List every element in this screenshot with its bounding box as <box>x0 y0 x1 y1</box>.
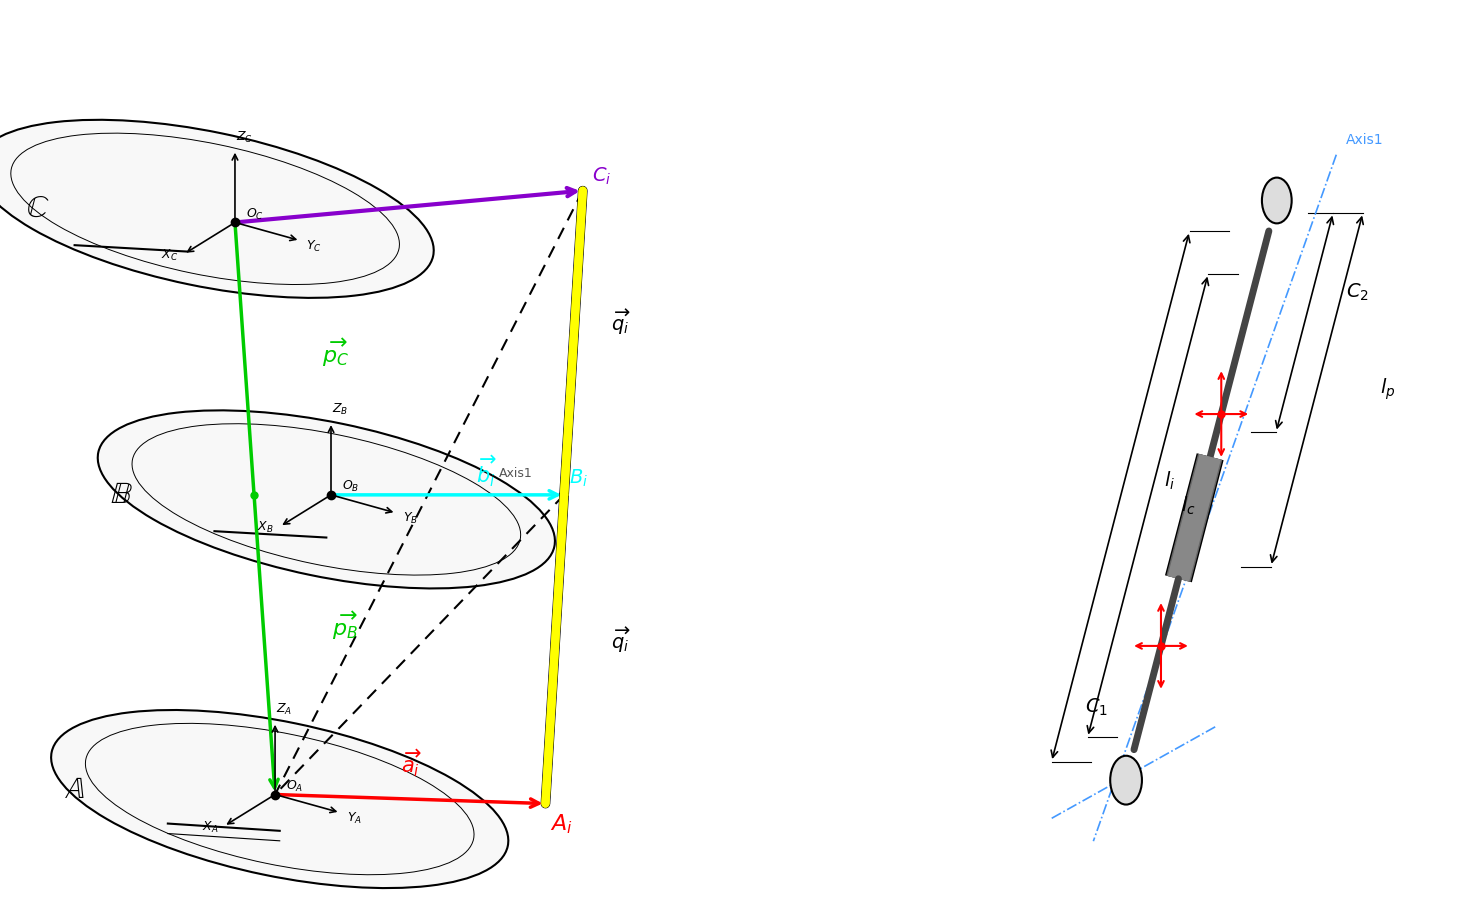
Text: $\overrightarrow{q_i}$: $\overrightarrow{q_i}$ <box>611 626 630 656</box>
Text: $Y_C$: $Y_C$ <box>306 239 323 254</box>
Ellipse shape <box>52 710 508 888</box>
Text: $\overrightarrow{b_i}$: $\overrightarrow{b_i}$ <box>475 453 496 489</box>
Text: $\overrightarrow{p_C}$: $\overrightarrow{p_C}$ <box>323 337 349 370</box>
Ellipse shape <box>98 410 555 588</box>
Text: $\mathbb{A}$: $\mathbb{A}$ <box>64 775 84 804</box>
Text: $Z_C$: $Z_C$ <box>235 130 253 145</box>
Text: $\overrightarrow{q_i}$: $\overrightarrow{q_i}$ <box>611 308 630 338</box>
Text: $O_A$: $O_A$ <box>286 779 303 794</box>
Ellipse shape <box>0 120 434 298</box>
Text: $\mathbb{C}$: $\mathbb{C}$ <box>25 194 49 223</box>
Text: $\overrightarrow{a_i}$: $\overrightarrow{a_i}$ <box>401 748 422 779</box>
Text: $Y_B$: $Y_B$ <box>403 511 417 527</box>
Text: $B_i$: $B_i$ <box>568 468 588 489</box>
Text: Axis1: Axis1 <box>499 467 533 479</box>
Text: $Z_B$: $Z_B$ <box>332 402 348 418</box>
Text: $C_2$: $C_2$ <box>1347 281 1369 302</box>
Text: $\overrightarrow{p_B}$: $\overrightarrow{p_B}$ <box>332 609 358 642</box>
Text: $C_i$: $C_i$ <box>592 165 611 187</box>
Text: $l_p$: $l_p$ <box>1379 377 1396 402</box>
Text: Axis1: Axis1 <box>1347 133 1384 147</box>
Text: $X_C$: $X_C$ <box>161 248 178 263</box>
Text: $O_B$: $O_B$ <box>342 479 360 495</box>
Text: $l_c$: $l_c$ <box>1181 495 1196 517</box>
Circle shape <box>1110 755 1143 804</box>
Text: $Z_A$: $Z_A$ <box>277 702 293 717</box>
Text: $O_C$: $O_C$ <box>246 207 263 222</box>
Text: $C_1$: $C_1$ <box>1085 696 1109 717</box>
Text: $l_i$: $l_i$ <box>1165 470 1175 492</box>
Text: $A_i$: $A_i$ <box>551 813 573 836</box>
Text: $\mathbb{B}$: $\mathbb{B}$ <box>110 480 133 509</box>
Text: $Y_A$: $Y_A$ <box>346 811 361 826</box>
Text: $X_A$: $X_A$ <box>201 820 218 835</box>
Circle shape <box>1262 178 1292 223</box>
Text: $X_B$: $X_B$ <box>258 520 274 536</box>
